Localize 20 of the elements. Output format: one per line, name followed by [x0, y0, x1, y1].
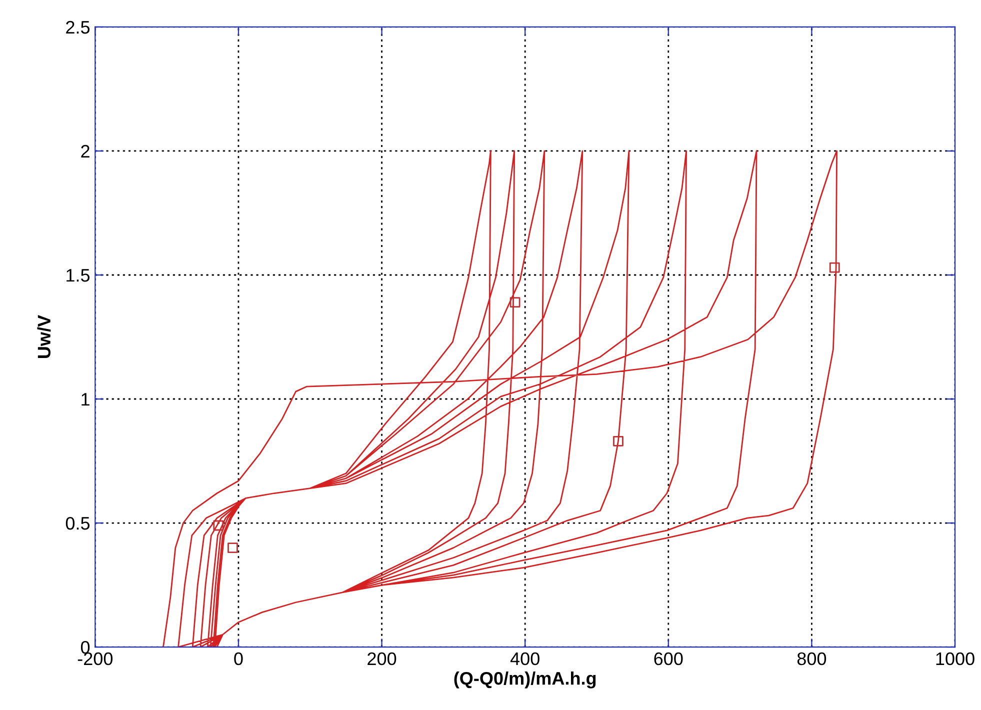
y-tick-label: 0.5 [66, 516, 90, 530]
y-tick-label: 2 [81, 144, 90, 158]
point [613, 436, 624, 446]
y-tick-label: 2.5 [66, 20, 90, 34]
x-axis-title: (Q-Q0/m)/mA.h.g [454, 671, 596, 688]
y-tick-label: 1 [82, 393, 90, 406]
y-tick-label: 1.5 [66, 269, 90, 282]
y-axis-title: Uw/V [37, 315, 51, 358]
x-tick-label: 0 [234, 652, 243, 666]
y-tick-label: 0 [80, 640, 90, 654]
x-tick-label: 800 [797, 652, 826, 666]
x-tick-label: 600 [654, 652, 683, 666]
point [213, 520, 224, 531]
point [510, 297, 520, 308]
x-tick-label: 200 [368, 652, 396, 666]
x-tick-label: 1000 [936, 652, 974, 666]
x-tick-label: -200 [78, 652, 113, 666]
point [228, 542, 238, 554]
point [829, 262, 840, 273]
x-tick-label: 400 [510, 652, 540, 666]
